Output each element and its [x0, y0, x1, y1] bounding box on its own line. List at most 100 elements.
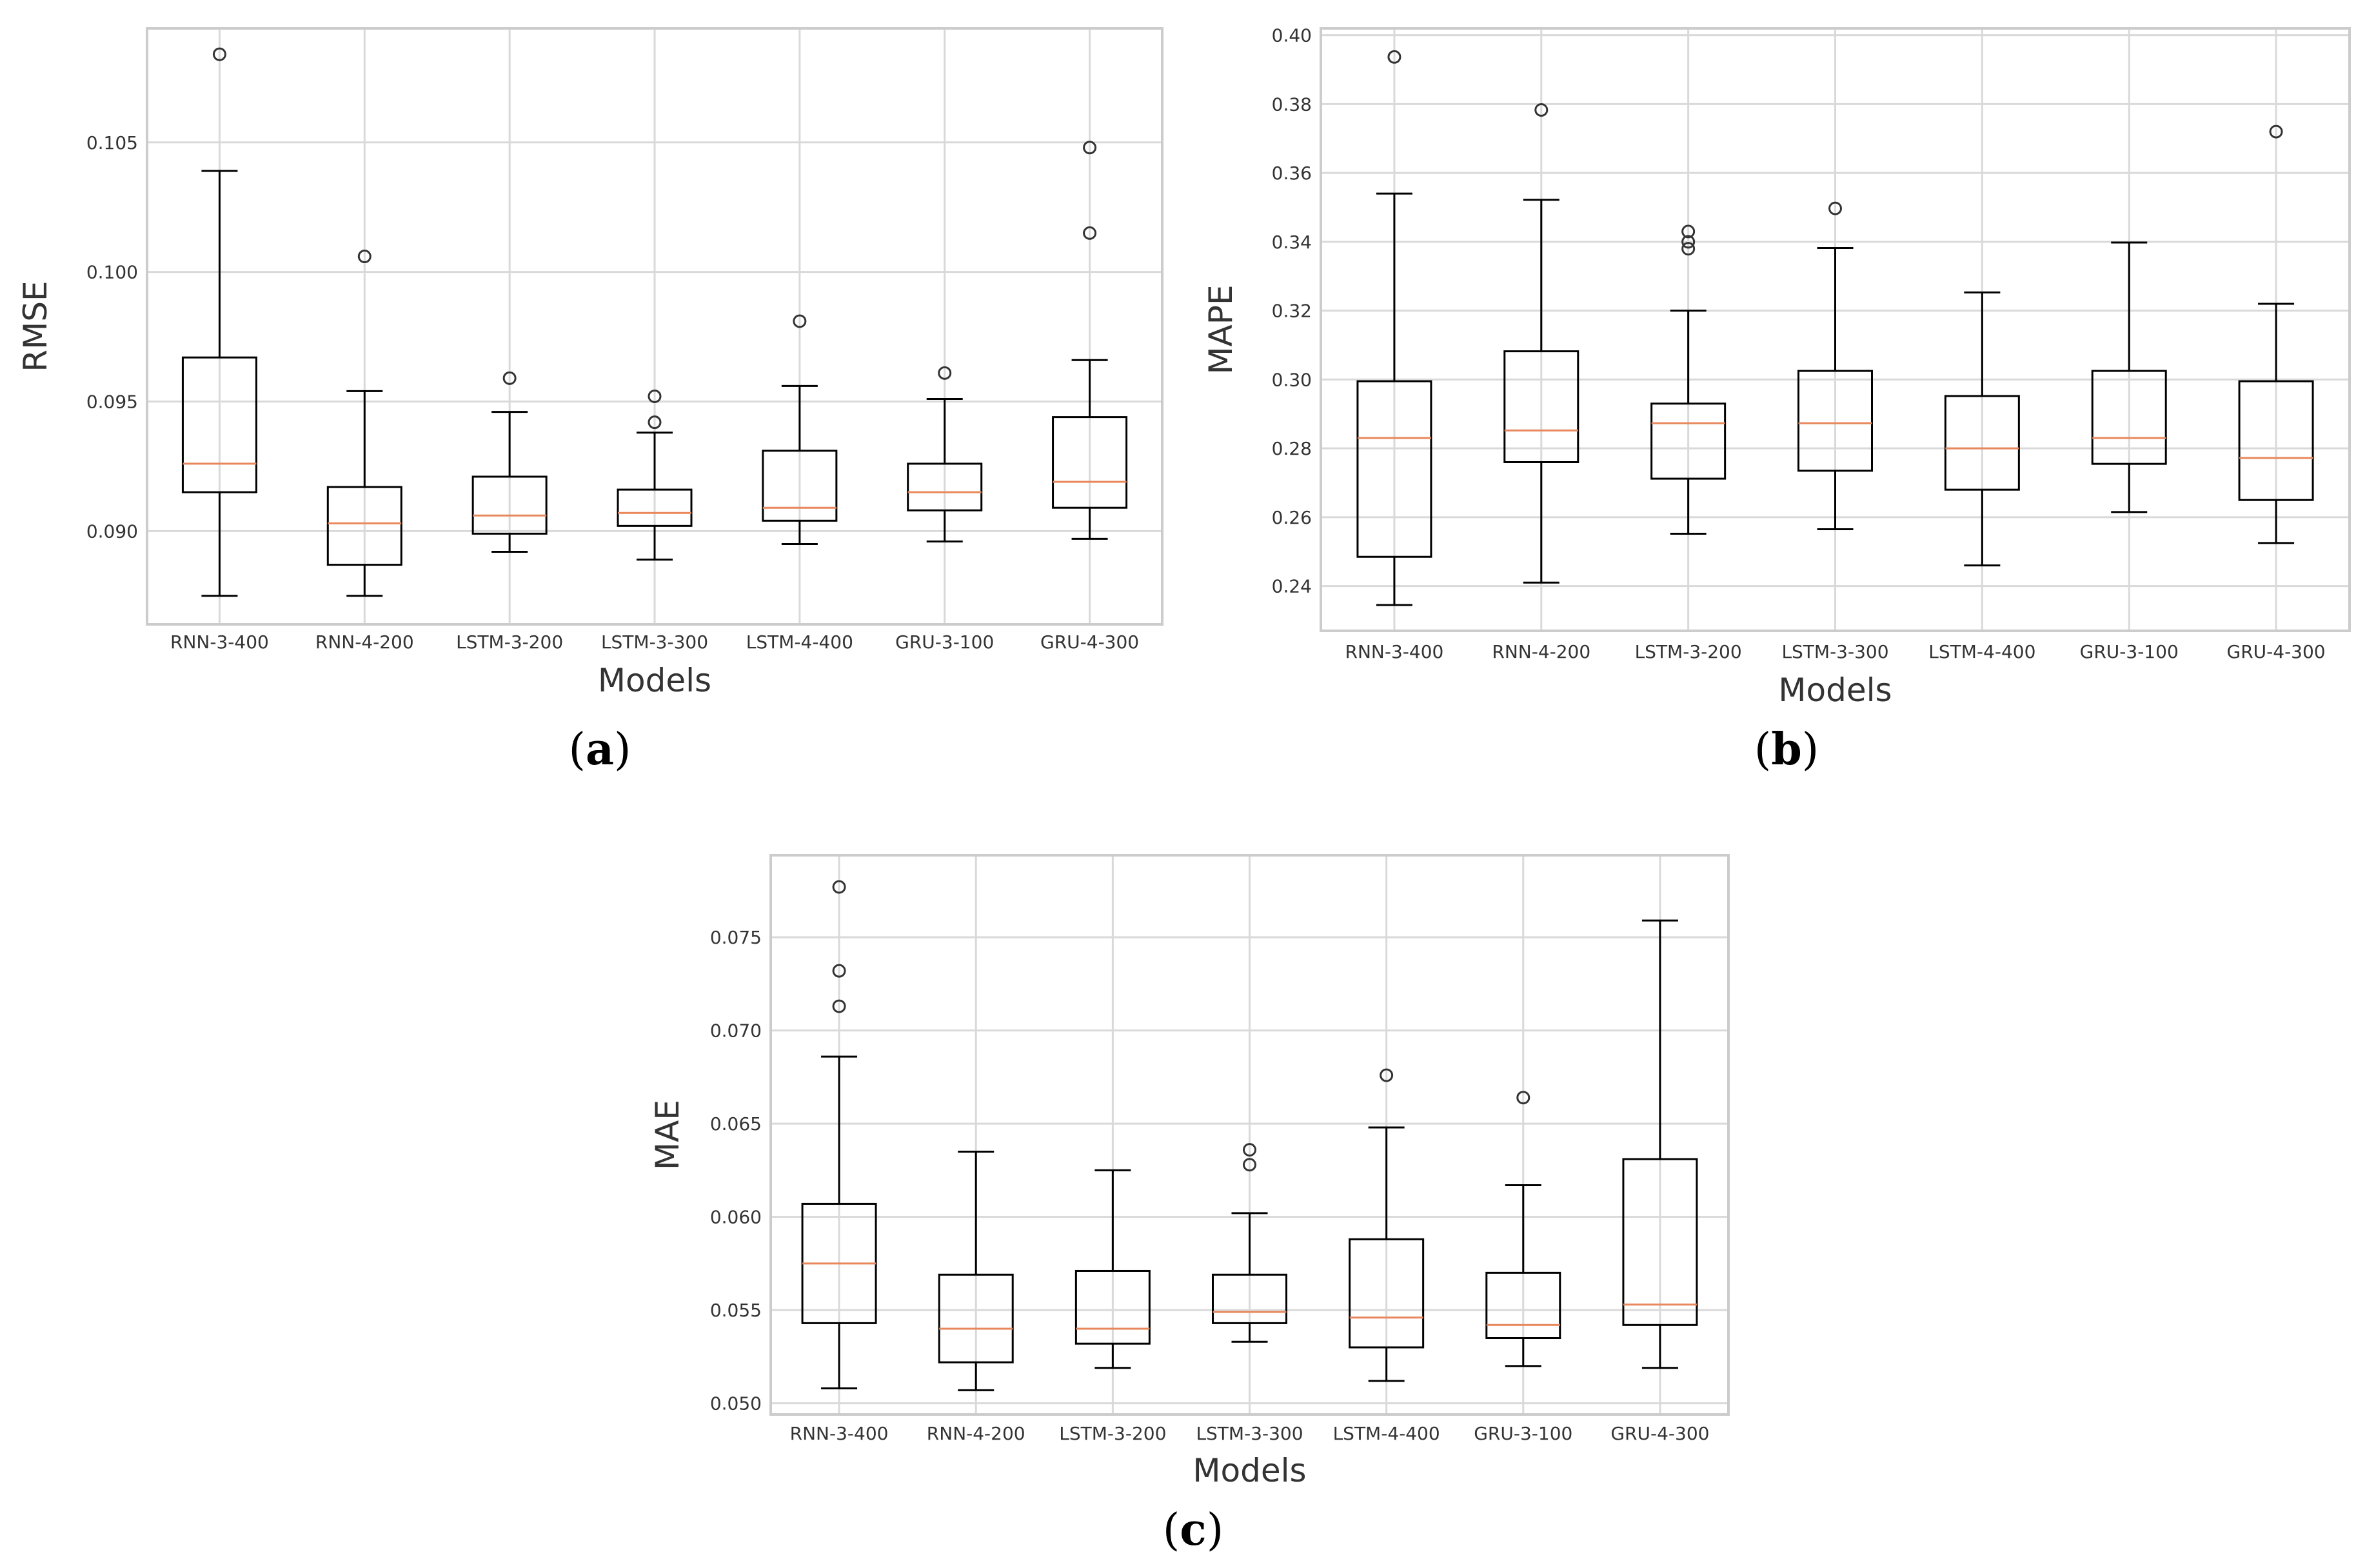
- y-tick-label: 0.075: [710, 927, 762, 948]
- y-axis-label: MAE: [649, 1100, 686, 1170]
- iqr-box: [617, 488, 693, 527]
- y-tick-label: 0.105: [86, 132, 138, 154]
- box-rnn-3-400: [1356, 50, 1432, 606]
- y-tick-label: 0.070: [710, 1020, 762, 1042]
- x-tick-label: LSTM-3-300: [1196, 1423, 1303, 1444]
- iqr-box: [2091, 370, 2167, 465]
- iqr-box: [471, 475, 548, 535]
- x-tick-label: LSTM-4-400: [1333, 1423, 1440, 1444]
- box-gru-4-300: [2238, 124, 2314, 544]
- iqr-box: [2238, 380, 2314, 501]
- outlier-point: [1516, 1091, 1530, 1105]
- outlier-point: [1083, 141, 1097, 155]
- x-tick-label: LSTM-3-300: [1781, 641, 1888, 662]
- panel-c: 0.050 0.055 0.060 0.065 0.070 0.075 RNN-3-400 R…: [649, 854, 1730, 1556]
- outlier-point: [1387, 50, 1401, 64]
- box-gru-3-100: [1485, 1091, 1561, 1367]
- box-lstm-3-300: [1797, 201, 1873, 531]
- x-tick-label: GRU-4-300: [1610, 1423, 1709, 1444]
- box-rnn-3-400: [181, 47, 257, 597]
- box-rnn-4-200: [938, 1151, 1014, 1391]
- iqr-box: [1797, 370, 1873, 472]
- outlier-point: [1828, 201, 1842, 215]
- x-tick-label: LSTM-3-200: [1635, 641, 1742, 662]
- y-axis-label: MAPE: [1202, 284, 1240, 374]
- box-gru-3-100: [2091, 241, 2167, 513]
- box-lstm-3-200: [471, 371, 548, 553]
- iqr-box: [1944, 395, 2020, 491]
- iqr-box: [1503, 350, 1579, 463]
- box-rnn-4-200: [1503, 103, 1579, 584]
- x-axis-label: Models: [1778, 671, 1892, 709]
- y-tick-label: 0.32: [1272, 301, 1312, 322]
- panel-caption-letter: a: [586, 724, 614, 775]
- iqr-box: [181, 356, 257, 493]
- plot-frame: [146, 27, 1163, 626]
- y-tick-label: 0.38: [1272, 94, 1312, 115]
- x-tick-label: GRU-4-300: [2227, 641, 2326, 662]
- outlier-point: [648, 389, 662, 403]
- outlier-point: [357, 250, 371, 264]
- outlier-point: [832, 880, 846, 894]
- y-tick-label: 0.100: [86, 262, 138, 283]
- x-tick-label: GRU-4-300: [1040, 631, 1139, 653]
- x-tick-label: LSTM-3-200: [1059, 1423, 1166, 1444]
- box-lstm-3-300: [1212, 1143, 1287, 1343]
- box-lstm-4-400: [762, 314, 838, 545]
- plot-frame: [1320, 27, 2351, 632]
- panel-caption-letter: b: [1771, 724, 1802, 775]
- iqr-box: [1052, 416, 1128, 509]
- panel-caption: (c): [1163, 1504, 1223, 1556]
- y-tick-label: 0.050: [710, 1393, 762, 1414]
- outlier-point: [1681, 235, 1696, 249]
- y-tick-label: 0.24: [1272, 576, 1312, 597]
- x-tick-label: LSTM-3-300: [601, 631, 708, 653]
- iqr-box: [1074, 1269, 1151, 1345]
- x-tick-label: RNN-4-200: [315, 631, 414, 653]
- outlier-point: [1534, 103, 1549, 117]
- box-lstm-3-200: [1650, 224, 1727, 535]
- box-lstm-3-300: [617, 389, 693, 561]
- x-tick-label: RNN-3-400: [790, 1423, 889, 1444]
- outlier-point: [502, 371, 517, 385]
- outlier-point: [212, 47, 226, 61]
- x-axis-label: Models: [598, 662, 711, 699]
- y-tick-label: 0.060: [710, 1207, 762, 1228]
- x-tick-label: GRU-3-100: [1474, 1423, 1572, 1444]
- box-rnn-3-400: [801, 880, 877, 1390]
- iqr-box: [1356, 380, 1432, 558]
- y-tick-label: 0.095: [86, 392, 138, 413]
- box-gru-4-300: [1052, 141, 1128, 540]
- y-tick-label: 0.055: [710, 1300, 762, 1321]
- outlier-point: [648, 415, 662, 430]
- x-axis-label: Models: [1193, 1452, 1306, 1489]
- outlier-point: [1083, 226, 1097, 240]
- outlier-point: [938, 366, 952, 380]
- panel-caption-letter: c: [1180, 1504, 1206, 1556]
- outlier-point: [832, 999, 846, 1013]
- box-gru-4-300: [1622, 919, 1698, 1369]
- panel-caption: (b): [1754, 724, 1819, 775]
- y-tick-label: 0.30: [1272, 369, 1312, 390]
- y-axis-label: RMSE: [17, 281, 54, 372]
- x-tick-label: RNN-4-200: [927, 1423, 1025, 1444]
- x-tick-label: LSTM-4-400: [1928, 641, 2035, 662]
- y-tick-label: 0.065: [710, 1113, 762, 1135]
- x-tick-label: GRU-3-100: [895, 631, 994, 653]
- iqr-box: [1650, 402, 1727, 480]
- y-tick-label: 0.26: [1272, 507, 1312, 528]
- box-gru-3-100: [907, 366, 983, 542]
- panel-b: 0.24 0.26 0.28 0.30 0.32 0.34 0.36 0.38 0.40 RNN-…: [1202, 25, 2351, 775]
- panel-caption: (a): [568, 724, 631, 775]
- x-tick-label: RNN-3-400: [1345, 641, 1444, 662]
- iqr-box: [1622, 1158, 1698, 1326]
- box-lstm-4-400: [1944, 291, 2020, 567]
- outlier-point: [1681, 224, 1696, 239]
- y-tick-label: 0.28: [1272, 438, 1312, 459]
- y-tick-label: 0.34: [1272, 232, 1312, 253]
- iqr-box: [938, 1273, 1014, 1364]
- y-tick-label: 0.40: [1272, 25, 1312, 46]
- outlier-point: [793, 314, 807, 328]
- box-rnn-4-200: [326, 250, 402, 597]
